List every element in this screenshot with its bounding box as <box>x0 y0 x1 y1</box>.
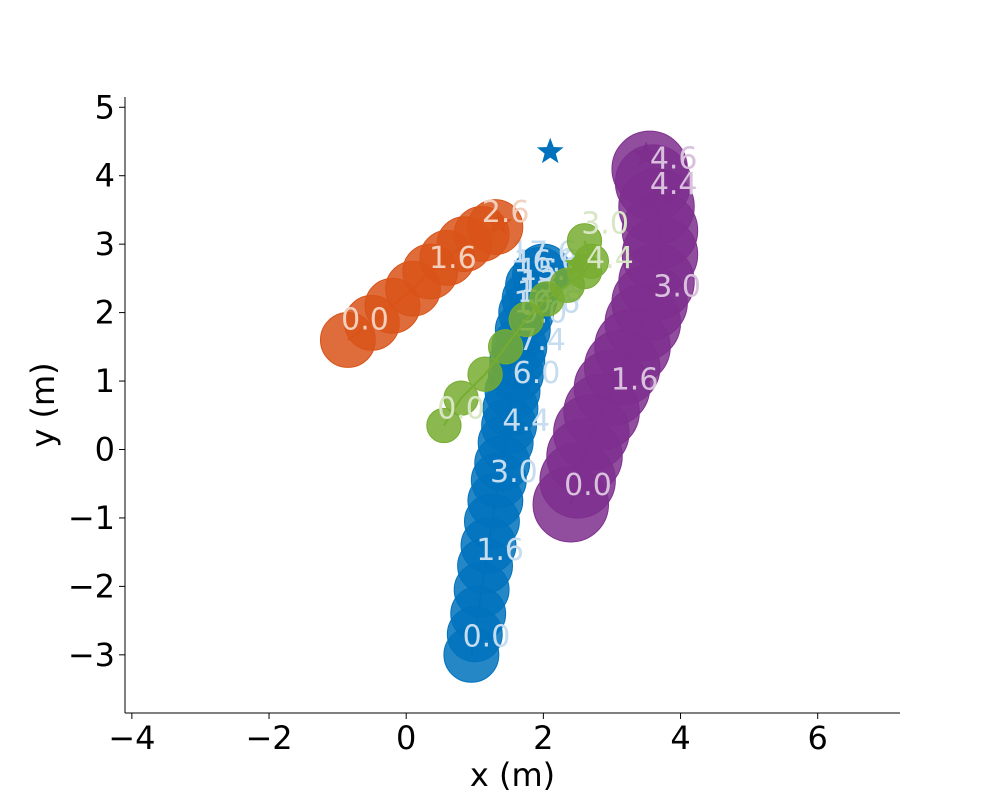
time-label: 1.6 <box>476 533 524 568</box>
agent-position-circle <box>426 407 462 444</box>
y-tick-label: 0 <box>95 430 115 468</box>
x-tick-label: 2 <box>533 719 553 757</box>
y-tick-label: 4 <box>95 157 115 195</box>
time-label: 0.0 <box>437 391 485 426</box>
x-tick-label: 6 <box>808 719 828 757</box>
agent-position-circle <box>566 223 603 259</box>
x-ticks: −4 −2 0 2 4 6 <box>108 713 828 757</box>
agent-position-circle <box>467 356 503 392</box>
y-tick-label: 5 <box>95 88 115 126</box>
agent-position-circle <box>487 329 524 365</box>
time-label: 1.6 <box>429 241 477 276</box>
y-tick-label: 3 <box>95 225 115 263</box>
time-label: 17.6 <box>510 235 577 270</box>
time-label: 4.4 <box>586 241 634 276</box>
goal-star <box>564 250 591 276</box>
time-label: 0.0 <box>564 468 612 503</box>
y-tick-label: −1 <box>68 499 115 537</box>
time-label: 3.0 <box>581 207 629 242</box>
time-label: 3.0 <box>490 455 538 490</box>
time-label: 4.6 <box>650 142 698 177</box>
time-label: 6.0 <box>513 356 561 391</box>
x-tick-label: 0 <box>396 719 416 757</box>
x-axis-label: x (m) <box>470 756 555 794</box>
y-ticks: −3 −2 −1 0 1 2 3 4 5 <box>68 88 125 674</box>
y-tick-label: −3 <box>68 636 115 674</box>
agent-position-circle <box>443 380 479 416</box>
y-axis-label: y (m) <box>24 362 62 447</box>
x-tick-label: −4 <box>108 719 155 757</box>
y-tick-label: 1 <box>95 362 115 400</box>
agent-position-circle <box>611 130 688 208</box>
time-label: 1.6 <box>611 363 659 398</box>
time-label: 0.0 <box>341 302 389 337</box>
y-tick-label: 2 <box>95 294 115 332</box>
time-label: 4.4 <box>502 404 550 439</box>
series-1: 0.0 1.62.6 <box>319 195 530 368</box>
series-2: 0.01.63.04.44.6 <box>532 130 701 543</box>
plot-area: 0.01.63.04.46.07.49.010.612.013.615.016.… <box>319 130 701 683</box>
goal-star <box>485 209 513 235</box>
goal-star <box>536 137 564 164</box>
time-label: 3.0 <box>653 270 701 305</box>
time-label: 4.4 <box>650 167 698 202</box>
goal-star <box>632 141 660 167</box>
y-tick-label: −2 <box>68 567 115 605</box>
time-label: 2.6 <box>482 195 530 230</box>
time-label: 0.0 <box>463 619 511 654</box>
x-tick-label: 4 <box>670 719 690 757</box>
series-3: 0.03.04.4 <box>426 207 634 444</box>
x-tick-label: −2 <box>245 719 292 757</box>
axes: −4 −2 0 2 4 6 −3 −2 −1 0 1 2 3 4 5 x (m) y (m) <box>24 88 900 794</box>
